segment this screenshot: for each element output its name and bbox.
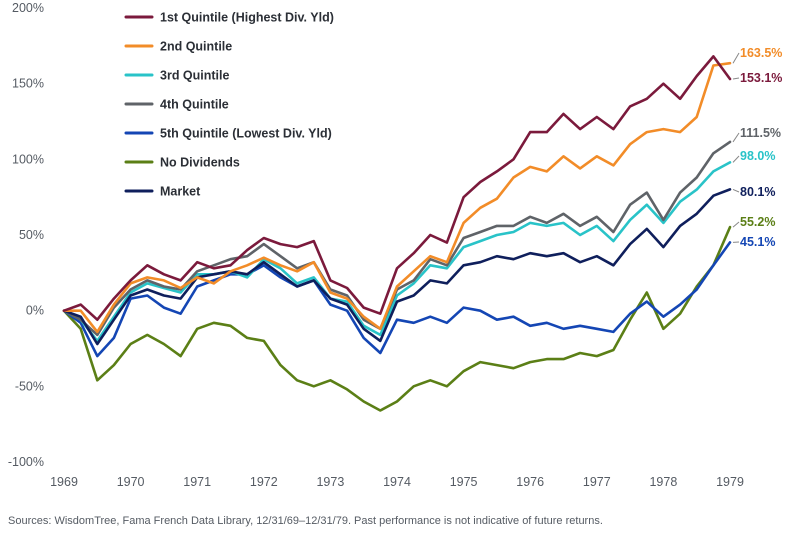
legend-label: 1st Quintile (Highest Div. Yld) [160,11,334,25]
end-label-leader [732,155,740,163]
x-tick-label: 1978 [649,475,677,489]
x-tick-label: 1973 [316,475,344,489]
legend-label: 2nd Quintile [160,40,232,54]
series-line [62,61,732,334]
end-label: 111.5% [740,126,781,140]
x-tick-label: 1969 [50,475,78,489]
legend-label: No Dividends [160,156,240,170]
x-tick-label: 1977 [583,475,611,489]
end-label: 153.1% [740,71,782,85]
end-label: 80.1% [740,185,775,199]
legend-label: 3rd Quintile [160,69,230,83]
end-label: 45.1% [740,235,775,249]
y-tick-label: 200% [12,1,44,15]
y-axis-ticks: -100% -50% 0% 50% 100% 150% 200% [8,1,44,469]
y-tick-label: 50% [19,228,44,242]
series-end-labels: 153.1% 163.5% 98.0% 111.5% 45.1% 55.2% 80.1% [732,46,782,249]
series-line [62,225,732,412]
series-line [62,161,732,343]
end-label-leader [732,77,740,80]
series-lines [62,55,732,412]
end-label: 55.2% [740,215,775,229]
end-label: 163.5% [740,46,782,60]
y-tick-label: 0% [26,304,44,318]
end-label: 98.0% [740,149,775,163]
y-tick-label: -100% [8,455,44,469]
end-label-leader [732,52,740,64]
series-line [62,188,732,346]
y-tick-label: -50% [15,379,44,393]
series-line [62,55,732,321]
x-tick-label: 1970 [117,475,145,489]
x-tick-label: 1979 [716,475,744,489]
source-note: Sources: WisdomTree, Fama French Data Li… [8,515,603,527]
y-tick-label: 100% [12,152,44,166]
end-label-leader [732,188,740,193]
series-line [62,140,732,337]
legend-label: Market [160,185,201,199]
x-tick-label: 1974 [383,475,411,489]
y-tick-label: 150% [12,77,44,91]
end-label-leader [732,132,740,143]
x-tick-label: 1971 [183,475,211,489]
x-tick-label: 1975 [450,475,478,489]
x-axis-ticks: 1969 1970 1971 1972 1973 1974 1975 1976 1977 1978… [50,475,744,489]
legend: 1st Quintile (Highest Div. Yld) 2nd Quint… [124,11,334,199]
x-tick-label: 1972 [250,475,278,489]
legend-label: 5th Quintile (Lowest Div. Yld) [160,127,332,141]
series-line [62,241,732,358]
end-label-leader [732,221,740,228]
legend-label: 4th Quintile [160,98,229,112]
x-tick-label: 1976 [516,475,544,489]
